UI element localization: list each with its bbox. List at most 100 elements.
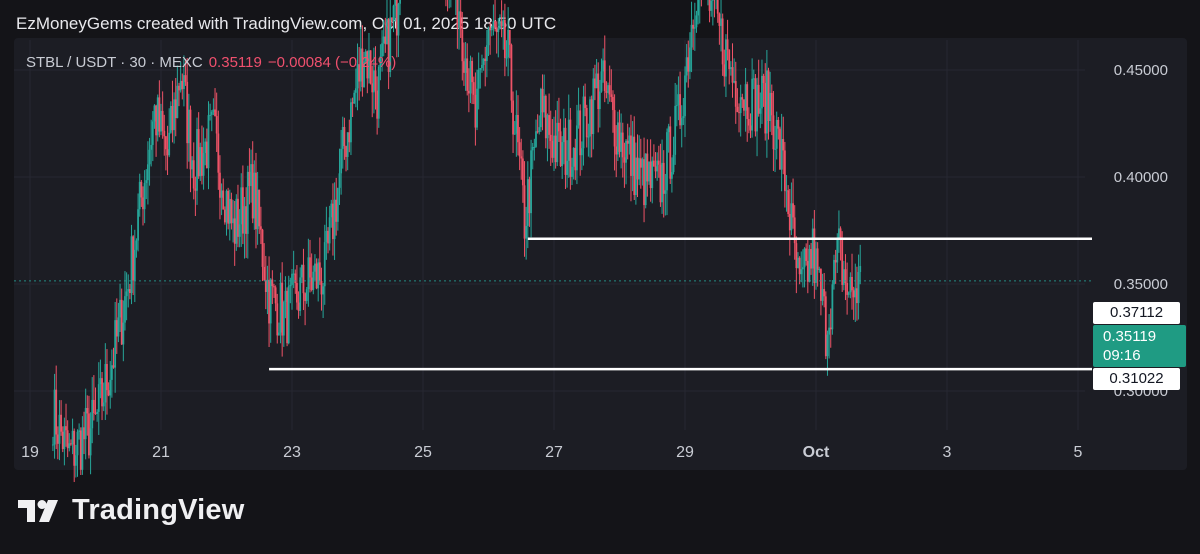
- x-tick-label: 19: [21, 444, 39, 461]
- candle-body: [220, 190, 223, 198]
- candle-body: [821, 289, 824, 301]
- candle-body: [689, 47, 691, 72]
- chart-panel[interactable]: [14, 38, 1187, 470]
- y-tick-label: 0.40000: [1114, 169, 1168, 186]
- candle-body: [761, 75, 763, 109]
- candle-body: [340, 148, 343, 174]
- candle-body: [81, 427, 84, 470]
- candle-body: [643, 159, 645, 206]
- candle-body: [502, 19, 505, 27]
- candle-body: [721, 18, 724, 65]
- candle-body: [510, 44, 513, 101]
- candle-body: [556, 122, 559, 163]
- candle-body: [808, 248, 811, 282]
- candle-body: [351, 102, 354, 104]
- candle-body: [554, 135, 557, 163]
- candle-body: [169, 105, 172, 133]
- candle-body: [711, 0, 714, 1]
- candle-body: [507, 29, 510, 58]
- candle-body: [824, 296, 827, 357]
- candle-body: [631, 136, 634, 176]
- candle-body: [525, 225, 528, 239]
- candle-body: [838, 228, 840, 239]
- candle-body: [312, 271, 315, 290]
- y-tick-label: 0.35000: [1114, 276, 1168, 293]
- candle-body: [818, 269, 821, 271]
- candle-body: [772, 115, 775, 150]
- candle-body: [459, 11, 462, 30]
- candle-body: [137, 209, 139, 241]
- candle-body: [322, 286, 325, 295]
- candle-body: [777, 119, 780, 129]
- candle-body: [261, 229, 264, 267]
- candle-body: [621, 132, 624, 158]
- candle-body: [636, 157, 639, 180]
- candle-body: [738, 112, 740, 114]
- candle-body: [251, 164, 254, 219]
- candle-body: [335, 199, 338, 222]
- candle-body: [667, 126, 670, 133]
- candle-body: [210, 111, 213, 115]
- candle-body: [392, 5, 395, 21]
- candle-body: [508, 29, 511, 45]
- candle-body: [359, 48, 362, 82]
- candle-body: [174, 99, 177, 119]
- candle-body: [720, 18, 722, 26]
- candle-body: [377, 66, 380, 119]
- candle-body: [371, 83, 374, 93]
- candle-body: [84, 408, 87, 440]
- candle-body: [358, 64, 361, 82]
- candle-body: [513, 133, 516, 135]
- candle-body: [602, 60, 605, 72]
- attribution-text: EzMoneyGems created with TradingView.com…: [16, 14, 557, 33]
- candle-body: [806, 261, 809, 282]
- candle-body: [205, 141, 208, 169]
- candle-body: [456, 0, 459, 28]
- candle-body: [695, 15, 698, 28]
- candle-body: [281, 282, 284, 336]
- candle-body: [223, 209, 226, 223]
- candle-body: [682, 116, 685, 118]
- candle-body: [615, 146, 618, 155]
- candle-body: [135, 240, 138, 250]
- candle-body: [366, 51, 369, 79]
- candle-body: [731, 67, 734, 83]
- candle-body: [336, 187, 339, 222]
- candle-body: [207, 115, 210, 169]
- candle-body: [166, 149, 169, 156]
- candle-body: [548, 115, 550, 135]
- candle-body: [680, 117, 683, 126]
- candle-body: [56, 434, 59, 444]
- candle-body: [553, 135, 555, 158]
- candle-body: [346, 132, 349, 157]
- candle-body: [292, 273, 295, 275]
- candle-body: [762, 75, 765, 84]
- candle-body: [320, 280, 323, 295]
- candle-body: [852, 290, 855, 298]
- legend-change: −0.00084 (−0.24%): [267, 54, 397, 71]
- candle-body: [197, 129, 200, 177]
- candle-body: [369, 50, 372, 84]
- candle-body: [749, 125, 752, 131]
- candle-body: [597, 73, 600, 110]
- candle-body: [746, 84, 749, 120]
- symbol-legend[interactable]: STBL / USDT · 30 · MEXC 0.35119 −0.00084 (…: [26, 54, 396, 71]
- candle-body: [178, 85, 180, 91]
- candle-body: [63, 426, 66, 450]
- candle-body: [798, 257, 801, 275]
- lower-level-tag: 0.31022: [1093, 368, 1180, 390]
- candle-body: [183, 75, 185, 90]
- candle-body: [782, 139, 785, 151]
- candle-body: [736, 106, 739, 113]
- candle-body: [594, 78, 596, 89]
- candle-body: [107, 390, 110, 396]
- tradingview-logo[interactable]: TradingView: [18, 494, 245, 527]
- candle-body: [792, 203, 794, 218]
- candle-body: [638, 158, 641, 180]
- candle-body: [797, 257, 799, 269]
- x-tick-label: 27: [545, 444, 563, 461]
- candle-body: [233, 218, 236, 244]
- candle-body: [128, 289, 131, 294]
- candle-body: [828, 327, 830, 335]
